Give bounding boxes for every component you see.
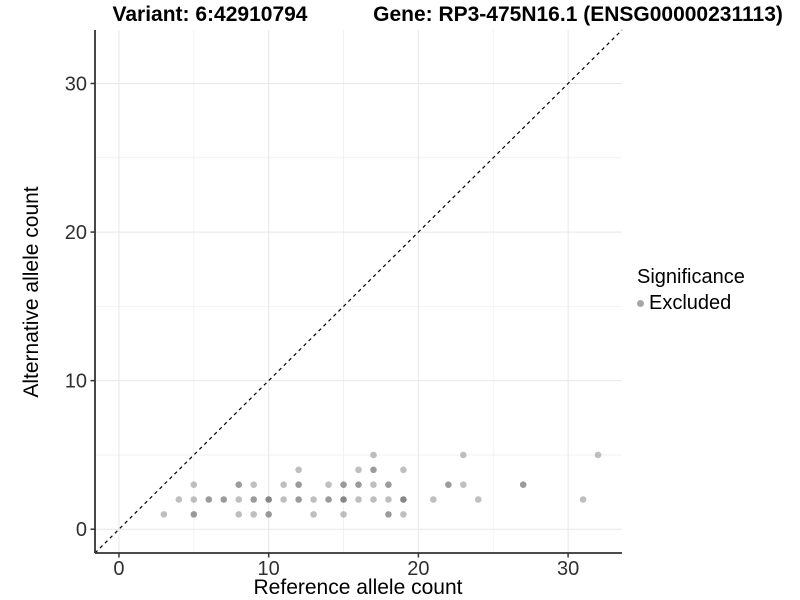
data-point [400,496,407,503]
data-point [160,511,168,518]
data-point [280,496,287,503]
y-tick-label: 10 [65,371,87,393]
data-point [579,496,587,503]
legend: Significance Excluded [637,266,745,315]
data-point [190,511,198,518]
data-point [460,481,467,488]
variant-title: Variant: 6:42910794 [112,3,308,26]
data-point [340,511,347,518]
data-point [594,451,602,459]
data-point [445,481,452,488]
excluded-point-icon [637,300,644,307]
y-tick-label: 20 [65,222,87,244]
legend-item-excluded: Excluded [637,292,745,315]
data-point [385,481,392,488]
identity-line [94,29,623,554]
y-axis-title: Alternative allele count [20,186,43,398]
data-point [280,481,287,488]
data-point [205,496,213,503]
x-tick-label: 10 [258,558,280,580]
data-point [430,496,437,503]
data-point [385,511,392,518]
data-point [460,451,467,459]
legend-item-label: Excluded [649,292,732,314]
data-point [235,481,243,488]
data-point [250,481,257,488]
data-point [474,496,482,503]
y-tick-label: 30 [65,73,87,95]
data-point [295,496,302,503]
data-point [385,496,392,503]
data-point [355,481,362,488]
gene-title: Gene: RP3-475N16.1 (ENSG00000231113) [373,3,783,26]
data-point [519,481,527,488]
data-point [325,496,332,503]
data-point [370,496,377,503]
legend-title: Significance [637,266,745,288]
data-point [250,496,257,503]
data-point [295,466,302,474]
data-point [355,466,362,474]
data-point [175,496,183,503]
data-point [325,481,332,488]
data-point [340,496,347,503]
data-point [265,496,272,503]
data-point [340,481,347,488]
x-axis-title: Reference allele count [253,576,463,599]
data-point [370,481,377,488]
data-point [310,511,317,518]
data-point [295,481,302,488]
data-point [235,496,243,503]
data-point [190,496,198,503]
data-point [400,466,407,474]
data-point [235,511,243,518]
data-point [370,466,377,474]
x-tick-label: 20 [407,558,429,580]
x-tick-label: 30 [557,558,579,580]
data-point [310,496,317,503]
y-tick-label: 0 [76,519,87,541]
data-point [250,511,257,518]
data-point [355,496,362,503]
data-point [220,496,228,503]
x-tick-label: 0 [113,558,124,580]
data-point [400,511,407,518]
data-point [265,511,272,518]
data-point [190,481,198,488]
data-point [370,451,377,459]
